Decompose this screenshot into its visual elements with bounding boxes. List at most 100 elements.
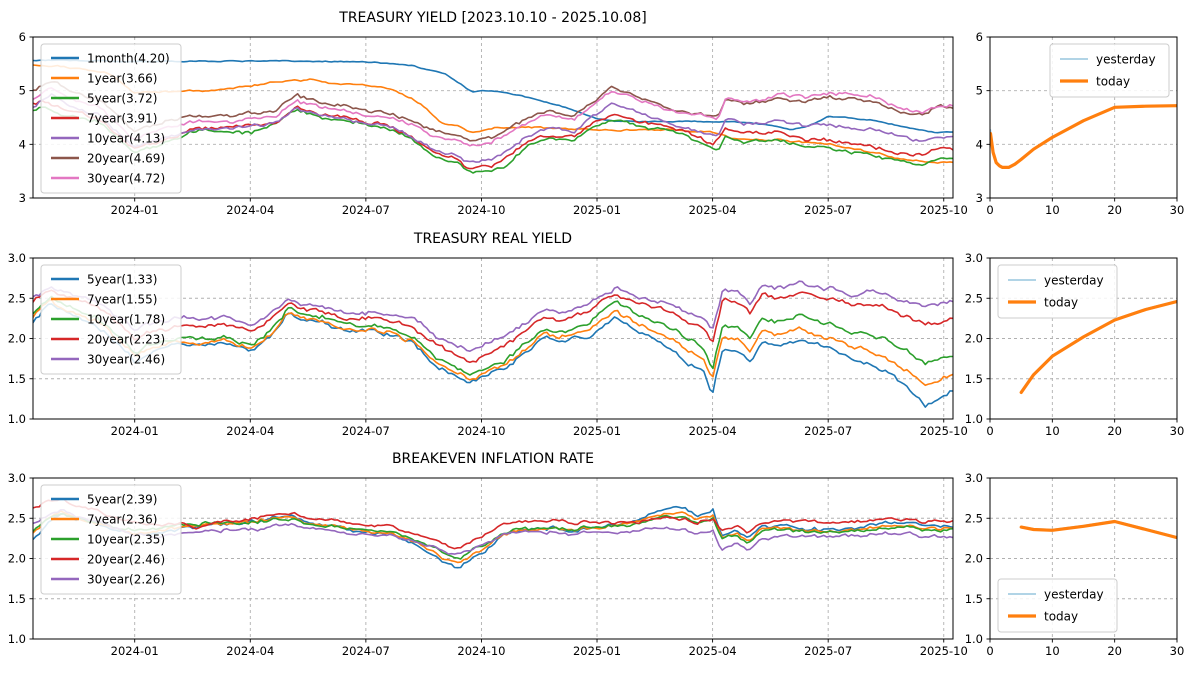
y-tick-label: 1.0 bbox=[965, 412, 983, 426]
legend-label: 10year(2.35) bbox=[87, 533, 165, 547]
axes: 0 10 20 30 1.0 1.5 2.0 2.5 3.0 bbox=[965, 251, 1185, 438]
x-tick-label: 0 bbox=[986, 203, 993, 217]
breakeven-inflation-curve: 0 10 20 30 1.0 1.5 2.0 2.5 3.0 yesterday today bbox=[965, 471, 1185, 658]
y-tick-label: 3 bbox=[976, 191, 983, 205]
series-line-10year-1-78- bbox=[33, 295, 953, 376]
series-line-today bbox=[990, 104, 1177, 169]
y-tick-label: 3.0 bbox=[8, 471, 26, 485]
y-tick-label: 5 bbox=[976, 84, 983, 98]
x-tick-label: 2025-01 bbox=[573, 644, 621, 658]
legend-label: 5year(1.33) bbox=[87, 273, 158, 287]
x-tick-label: 2024-04 bbox=[226, 203, 274, 217]
x-tick-label: 20 bbox=[1107, 203, 1122, 217]
x-tick-label: 30 bbox=[1170, 644, 1185, 658]
y-tick-label: 2.0 bbox=[965, 332, 983, 346]
legend: yesterday today bbox=[997, 264, 1118, 319]
series-line-30year-2-46- bbox=[33, 280, 953, 352]
series bbox=[1019, 299, 1177, 394]
axes: 2024-01 2024-04 2024-07 2024-10 2025-01 2025-… bbox=[8, 251, 968, 438]
x-tick-label: 2024-10 bbox=[457, 644, 505, 658]
treasury-real-yield-curve: 0 10 20 30 1.0 1.5 2.0 2.5 3.0 yesterday today bbox=[965, 251, 1185, 438]
x-tick-label: 0 bbox=[986, 424, 993, 438]
legend-label: 5year(2.39) bbox=[87, 493, 158, 507]
x-tick-label: 2024-01 bbox=[111, 203, 159, 217]
y-tick-label: 1.0 bbox=[8, 632, 26, 646]
y-tick-label: 3.0 bbox=[965, 251, 983, 265]
series-line-20year-2-46- bbox=[33, 498, 953, 550]
y-tick-label: 1.0 bbox=[965, 632, 983, 646]
legend-label: today bbox=[1044, 296, 1078, 310]
legend-label: today bbox=[1044, 610, 1078, 624]
x-tick-label: 10 bbox=[1045, 644, 1060, 658]
x-tick-label: 2025-04 bbox=[689, 203, 737, 217]
x-tick-label: 0 bbox=[986, 644, 993, 658]
x-tick-label: 2025-04 bbox=[689, 424, 737, 438]
y-tick-label: 2.0 bbox=[965, 552, 983, 566]
x-tick-label: 2025-07 bbox=[804, 424, 852, 438]
axes: 0 10 20 30 3 4 5 6 bbox=[976, 30, 1185, 217]
legend-label: yesterday bbox=[1096, 53, 1156, 67]
treasury-yield-main: 2024-01 2024-04 2024-07 2024-10 2025-01 2025-… bbox=[19, 30, 968, 217]
legend: yesterday today bbox=[1049, 43, 1170, 98]
legend-label: yesterday bbox=[1044, 588, 1104, 602]
legend-label: 30year(2.26) bbox=[87, 573, 165, 587]
legend: 5year(1.33) 7year(1.55) 10year(1.78) 20year… bbox=[40, 264, 182, 375]
series-line-today bbox=[1019, 299, 1177, 394]
y-tick-label: 5 bbox=[19, 84, 26, 98]
legend: yesterday today bbox=[997, 578, 1118, 633]
treasury-real-yield-main: 2024-01 2024-04 2024-07 2024-10 2025-01 2025-… bbox=[8, 251, 968, 438]
breakeven-inflation-main: 2024-01 2024-04 2024-07 2024-10 2025-01 2025-… bbox=[8, 471, 968, 658]
x-tick-label: 10 bbox=[1045, 424, 1060, 438]
legend-label: 7year(1.55) bbox=[87, 293, 158, 307]
y-tick-label: 2.0 bbox=[8, 332, 26, 346]
x-tick-label: 2025-01 bbox=[573, 203, 621, 217]
legend-label: 1month(4.20) bbox=[87, 52, 170, 66]
x-tick-label: 2024-10 bbox=[457, 203, 505, 217]
legend-label: 20year(4.69) bbox=[87, 152, 165, 166]
x-tick-label: 2024-07 bbox=[342, 424, 390, 438]
y-tick-label: 6 bbox=[19, 30, 26, 44]
y-tick-label: 4 bbox=[976, 137, 983, 151]
x-tick-label: 2025-10 bbox=[920, 203, 968, 217]
legend-label: 30year(4.72) bbox=[87, 172, 165, 186]
x-tick-label: 2025-01 bbox=[573, 424, 621, 438]
series-line-today bbox=[1019, 519, 1177, 540]
x-tick-label: 2025-07 bbox=[804, 644, 852, 658]
x-tick-label: 20 bbox=[1107, 424, 1122, 438]
chart-title-treasury-real-yield: TREASURY REAL YIELD bbox=[413, 231, 573, 247]
legend-label: 10year(1.78) bbox=[87, 313, 165, 327]
x-tick-label: 2024-01 bbox=[111, 644, 159, 658]
y-tick-label: 1.0 bbox=[8, 412, 26, 426]
legend-label: 7year(2.36) bbox=[87, 513, 158, 527]
series bbox=[33, 498, 953, 569]
chart-title-breakeven-inflation: BREAKEVEN INFLATION RATE bbox=[391, 451, 595, 467]
legend-label: yesterday bbox=[1044, 274, 1104, 288]
y-tick-label: 2.5 bbox=[965, 511, 983, 525]
legend-label: 20year(2.23) bbox=[87, 333, 165, 347]
y-tick-label: 2.0 bbox=[8, 552, 26, 566]
series-line-10year-4-13- bbox=[33, 93, 953, 163]
y-tick-label: 1.5 bbox=[8, 592, 26, 606]
x-tick-label: 10 bbox=[1045, 203, 1060, 217]
series-line-7year-1-55- bbox=[33, 298, 953, 387]
x-tick-label: 2024-01 bbox=[111, 424, 159, 438]
y-tick-label: 4 bbox=[19, 137, 26, 151]
x-tick-label: 30 bbox=[1170, 424, 1185, 438]
legend-label: today bbox=[1096, 75, 1130, 89]
y-tick-label: 1.5 bbox=[965, 372, 983, 386]
x-tick-label: 2025-10 bbox=[920, 424, 968, 438]
x-tick-label: 30 bbox=[1170, 203, 1185, 217]
series-line-30year-4-72- bbox=[33, 87, 953, 147]
y-tick-label: 2.5 bbox=[8, 511, 26, 525]
x-tick-label: 2024-04 bbox=[226, 644, 274, 658]
series bbox=[33, 59, 953, 174]
series-line-20year-2-23- bbox=[33, 289, 953, 364]
y-tick-label: 3.0 bbox=[8, 251, 26, 265]
treasury-yield-curve: 0 10 20 30 3 4 5 6 yesterday today bbox=[976, 30, 1185, 217]
axes: 2024-01 2024-04 2024-07 2024-10 2025-01 2025-… bbox=[8, 471, 968, 658]
series-line-20year-4-69- bbox=[33, 81, 953, 142]
y-tick-label: 6 bbox=[976, 30, 983, 44]
legend: 1month(4.20) 1year(3.66) 5year(3.72) 7year(… bbox=[40, 43, 182, 194]
legend-label: 1year(3.66) bbox=[87, 72, 158, 86]
